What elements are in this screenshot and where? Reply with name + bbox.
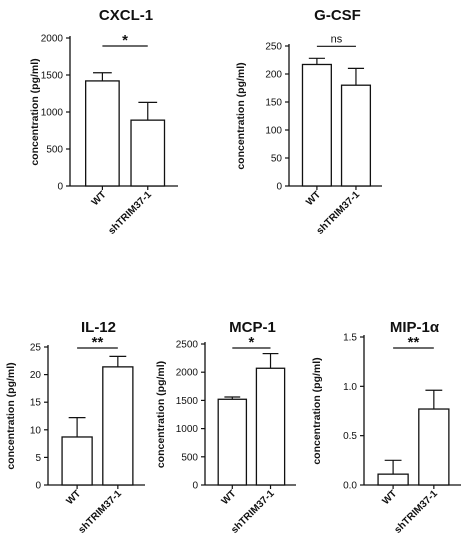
y-tick-label: 1500 [41, 71, 64, 82]
x-tick-label: shTRIM37-1 [76, 488, 124, 536]
y-tick-label: 0 [192, 481, 198, 492]
bar [61, 436, 93, 486]
bar [85, 80, 120, 187]
chart-panel-0: CXCL-1 concentration (pg/ml) 0 500 1000 1500 2… [29, 7, 178, 237]
y-tick-label: 200 [265, 70, 282, 81]
significance-label: * [248, 334, 254, 351]
y-axis-label: concentration (pg/ml) [155, 361, 167, 468]
bar [340, 84, 372, 187]
x-tick-label: WT [304, 189, 323, 208]
y-tick-label: 20 [30, 370, 42, 381]
x-tick-label: shTRIM37-1 [392, 488, 440, 536]
chart-title: CXCL-1 [99, 7, 153, 24]
y-tick-label: 1.5 [343, 333, 357, 344]
x-tick-label: WT [220, 488, 239, 507]
significance-label: * [122, 32, 128, 49]
x-tick-label: WT [90, 189, 109, 208]
significance-label: ** [92, 334, 104, 351]
y-tick-label: 5 [35, 453, 41, 464]
chart-panel-3: MCP-1 concentration (pg/ml) 0 500 1000 1500 20… [155, 319, 296, 536]
chart-title: G-CSF [314, 7, 361, 24]
x-tick-label: WT [64, 488, 83, 507]
y-tick-label: 1500 [176, 396, 199, 407]
y-tick-label: 0 [57, 182, 63, 193]
bar [377, 473, 409, 486]
y-axis-label: concentration (pg/ml) [311, 357, 323, 464]
chart-panel-1: G-CSF concentration (pg/ml) 0 50 100 150 200 25… [235, 7, 382, 237]
y-tick-label: 2000 [176, 368, 199, 379]
bar [102, 366, 134, 486]
y-tick-label: 250 [265, 42, 282, 53]
y-tick-label: 0.5 [343, 431, 357, 442]
y-tick-label: 1000 [41, 108, 64, 119]
chart-title: MIP-1α [390, 319, 440, 336]
y-tick-label: 25 [30, 343, 42, 354]
y-tick-label: 0 [35, 481, 41, 492]
y-axis-label: concentration (pg/ml) [5, 362, 17, 469]
significance-label: ns [331, 33, 343, 45]
y-tick-label: 0 [276, 182, 282, 193]
bar [301, 63, 332, 187]
y-tick-label: 100 [265, 126, 282, 137]
bar [217, 398, 248, 486]
bar [255, 367, 286, 486]
y-tick-label: 500 [181, 452, 198, 463]
y-tick-label: 1000 [176, 424, 199, 435]
y-tick-label: 50 [271, 154, 283, 165]
bar [130, 119, 166, 187]
significance-label: ** [408, 334, 420, 351]
y-tick-label: 2500 [176, 340, 199, 351]
x-tick-label: shTRIM37-1 [106, 189, 154, 237]
y-tick-label: 2000 [41, 34, 64, 45]
y-tick-label: 0.0 [343, 481, 357, 492]
y-tick-label: 150 [265, 98, 282, 109]
y-tick-label: 15 [30, 398, 42, 409]
chart-panel-2: IL-12 concentration (pg/ml) 0 5 10 15 20 25 WTsh… [5, 319, 145, 536]
chart-title: IL-12 [81, 319, 116, 336]
y-axis-label: concentration (pg/ml) [235, 62, 247, 169]
chart-panel-4: MIP-1α concentration (pg/ml) 0.0 0.5 1.0 1.5 W… [311, 319, 461, 536]
y-tick-label: 1.0 [343, 382, 357, 393]
y-tick-label: 10 [30, 425, 42, 436]
y-axis-label: concentration (pg/ml) [29, 58, 41, 165]
bar [418, 408, 450, 486]
chart-title: MCP-1 [229, 319, 276, 336]
y-tick-label: 500 [46, 145, 63, 156]
x-tick-label: WT [380, 488, 399, 507]
